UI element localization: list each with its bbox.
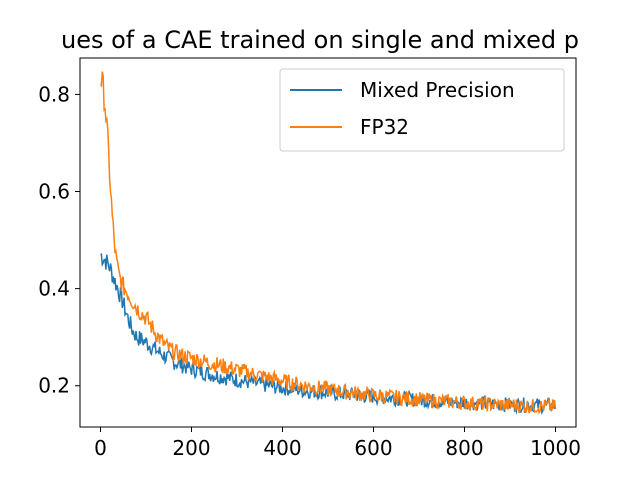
y-tick-label: 0.8 — [38, 82, 70, 106]
series-line-1 — [100, 253, 556, 416]
x-tick-label: 200 — [172, 436, 210, 460]
y-axis: 0.2 0.4 0.6 0.8 — [38, 82, 80, 398]
legend: Mixed Precision FP32 — [279, 68, 565, 152]
legend-label: FP32 — [360, 115, 409, 139]
x-axis: 0 200 400 600 800 1000 — [94, 427, 581, 460]
series-line-2 — [99, 71, 557, 415]
y-tick-label: 0.2 — [38, 374, 70, 398]
x-tick-label: 600 — [354, 436, 392, 460]
y-tick-label: 0.4 — [38, 277, 70, 301]
plot-frame — [79, 57, 577, 428]
y-tick-label: 0.6 — [38, 180, 70, 204]
x-tick-label: 0 — [94, 436, 107, 460]
x-tick-label: 400 — [263, 436, 301, 460]
x-tick-label: 1000 — [530, 436, 581, 460]
legend-label: Mixed Precision — [360, 78, 515, 102]
chart-title: ues of a CAE trained on single and mixed… — [61, 26, 579, 54]
x-tick-label: 800 — [445, 436, 483, 460]
plot-lines — [99, 71, 557, 416]
legend-box — [279, 68, 565, 152]
